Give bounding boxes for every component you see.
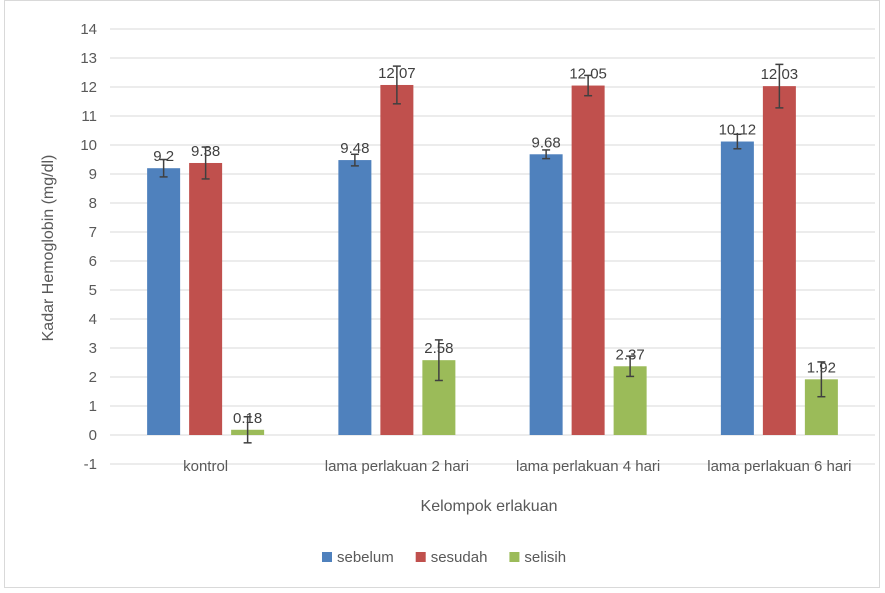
x-category-label: kontrol [183,458,228,475]
data-label: 2.58 [424,340,453,357]
bar-sebelum [147,168,181,435]
y-tick-label: 11 [81,108,97,125]
legend-swatch-sebelum [322,552,332,562]
data-label: 0.18 [233,410,262,427]
y-tick-label: 4 [89,311,97,328]
gridlines [110,28,875,465]
y-tick-label: 5 [89,282,97,299]
legend-label-sebelum: sebelum [337,549,394,566]
y-tick-label: 3 [89,340,97,357]
y-tick-label: -1 [84,456,97,473]
data-label: 1.92 [807,359,836,376]
y-tick-label: 12 [80,79,97,96]
bar-sesudah [762,86,796,435]
y-axis-title: Kadar Hemoglobin (mg/dl) [40,155,57,342]
legend: sebelum sesudah selisih [322,549,566,566]
y-tick-label: 6 [89,253,97,270]
x-category-label: lama perlakuan 6 hari [707,458,851,475]
data-label: 10.12 [719,122,757,139]
y-tick-label: 0 [89,427,97,444]
data-label: 12.03 [761,66,799,83]
bars [147,84,838,436]
legend-label-selisih: selisih [524,549,566,566]
y-tick-label: 8 [89,195,97,212]
x-axis-title: Kelompok erlakuan [421,498,558,515]
y-tick-label: 13 [80,50,97,67]
y-tick-label: 7 [89,224,97,241]
data-label: 9.48 [340,140,369,157]
bar-sesudah [380,84,414,435]
x-category-label: lama perlakuan 2 hari [325,458,469,475]
y-tick-label: 14 [80,21,97,38]
data-label: 2.37 [616,346,645,363]
data-label: 12.05 [569,66,607,83]
x-category-label: lama perlakuan 4 hari [516,458,660,475]
bar-selisih [613,366,647,435]
legend-swatch-selisih [509,552,520,562]
legend-label-sesudah: sesudah [431,549,488,566]
data-label: 9.2 [153,148,174,165]
legend-swatch-sesudah [415,552,426,562]
bar-sebelum [529,154,563,435]
error-bars [159,63,826,444]
x-axis-categories: kontrol lama perlakuan 2 hari lama perlaku… [183,458,851,475]
bar-sebelum [338,160,372,435]
y-tick-label: 9 [89,166,97,183]
data-labels: 9.2 9.38 0.18 9.48 12.07 2.58 9.68 12.05 2.37 10.… [153,65,836,427]
data-label: 9.38 [191,143,220,160]
y-tick-label: 2 [89,369,97,386]
y-tick-label: 10 [80,137,97,154]
bar-sesudah [189,162,223,436]
bar-sesudah [571,85,605,436]
y-tick-label: 1 [89,398,97,415]
data-label: 9.68 [532,134,561,151]
bar-sebelum [720,141,754,435]
data-label: 12.07 [378,65,416,82]
